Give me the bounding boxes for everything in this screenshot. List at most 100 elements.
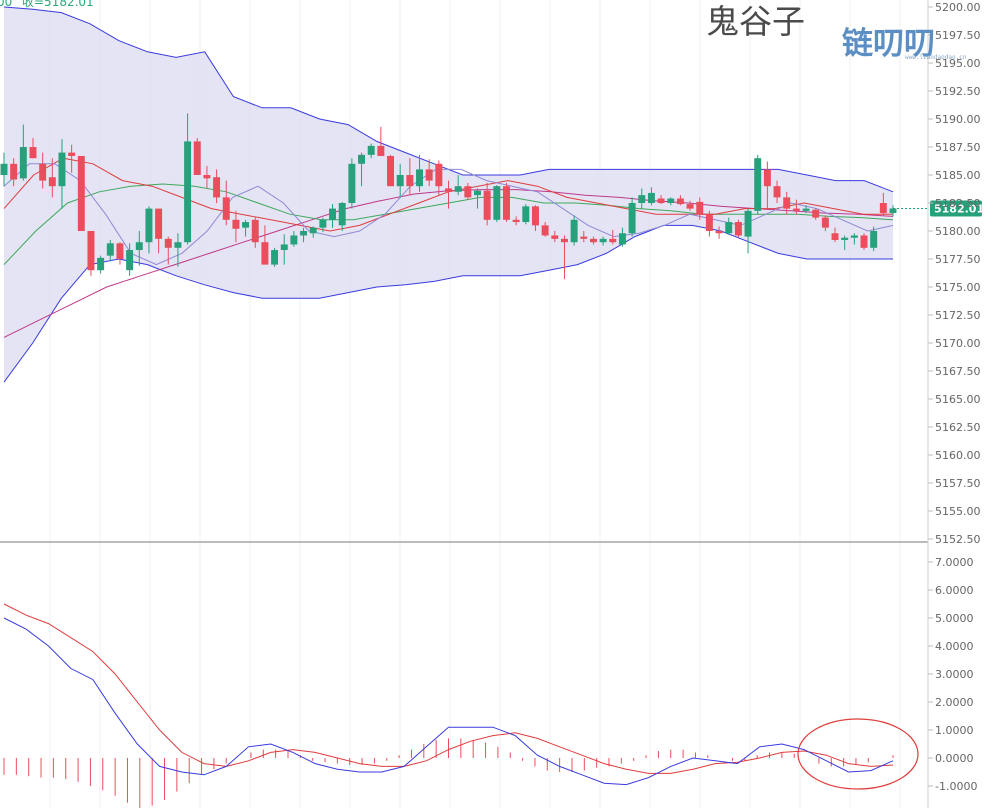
candle (889, 205, 897, 217)
candle (164, 236, 172, 265)
candle-body (464, 186, 472, 198)
candle (879, 192, 887, 216)
price-axis-tick-label: 5170.00 (935, 337, 981, 350)
candle-body (705, 214, 713, 231)
candle (97, 255, 105, 274)
candle (251, 217, 259, 248)
candle (773, 180, 781, 203)
candle-body (474, 190, 481, 196)
price-axis-tick-label: 5190.00 (935, 113, 981, 126)
candle (77, 155, 85, 231)
candle-body (126, 250, 134, 271)
last-price-marker: 5182.01 (893, 200, 984, 217)
candle (145, 206, 153, 254)
price-axis-tick-label: 5197.50 (935, 29, 981, 42)
candle-body (309, 227, 317, 234)
candle-body (870, 231, 878, 248)
candle (271, 247, 279, 267)
candle-body (280, 244, 288, 251)
candle-body (792, 208, 800, 211)
macd-axis-tick-label: 4.0000 (935, 640, 974, 653)
price-axis-tick-label: 5185.00 (935, 169, 981, 182)
candle (483, 182, 491, 226)
candle (474, 188, 481, 209)
price-axis-tick-label: 5200.00 (935, 1, 981, 14)
candle (39, 152, 47, 189)
price-axis-tick-label: 5187.50 (935, 141, 981, 154)
candle (638, 188, 646, 209)
candle-body (406, 175, 414, 187)
candle (222, 180, 230, 226)
price-axis-tick-label: 5182.50 (935, 197, 981, 210)
candle-body (10, 163, 18, 180)
candle (387, 154, 395, 187)
candle (19, 124, 27, 181)
candle-body (29, 147, 37, 159)
candle (560, 235, 568, 280)
candle (802, 205, 810, 214)
candle-body (251, 219, 259, 243)
candle (367, 143, 375, 159)
author-watermark: 鬼谷子 (706, 2, 805, 41)
candle-body (58, 152, 66, 187)
candle-body (676, 198, 684, 205)
candle (580, 231, 588, 243)
candle-body (77, 155, 85, 231)
candle-body (541, 225, 549, 236)
candle (261, 225, 269, 265)
candle-body (387, 155, 395, 187)
candle (68, 144, 76, 173)
header-fragment-left: 00 (0, 0, 12, 9)
candle (744, 208, 752, 254)
candle-body (19, 147, 27, 179)
candle-body (164, 238, 172, 248)
logo-text: 链叨叨 (842, 26, 935, 62)
candle-body (599, 238, 607, 243)
candle (696, 197, 704, 220)
candle-body (242, 222, 250, 228)
candle-body (116, 243, 124, 259)
candle-body (715, 231, 723, 234)
candle (358, 152, 366, 187)
candle (406, 158, 414, 196)
candle-body (589, 238, 597, 243)
candle-body (329, 208, 337, 220)
candle (715, 226, 723, 239)
candle-body (145, 208, 153, 243)
macd-axis-tick-label: 0.0000 (935, 752, 974, 765)
candle-body (609, 238, 617, 243)
candle-body (358, 154, 366, 164)
candle-body (638, 195, 646, 203)
candle (155, 208, 163, 254)
candle-body (580, 236, 588, 239)
price-axis-tick-label: 5167.50 (935, 365, 981, 378)
candle (686, 200, 694, 211)
candle-body (763, 169, 771, 187)
candle-body (483, 190, 491, 220)
candle-body (445, 188, 452, 192)
candle (116, 242, 124, 265)
candle-body (628, 203, 636, 234)
candle-body (39, 163, 47, 181)
candle-body (686, 204, 694, 209)
candle (493, 185, 501, 223)
candle (725, 217, 733, 235)
candle-body (48, 177, 56, 187)
candle (763, 161, 771, 209)
candle (203, 166, 211, 189)
candle-body (696, 201, 704, 215)
candle (522, 204, 530, 225)
candle (609, 229, 617, 245)
candle (792, 199, 800, 215)
candle-body (97, 257, 105, 271)
candle-body (725, 222, 733, 234)
candle (870, 226, 878, 252)
candle (290, 231, 298, 247)
candle-body (261, 242, 269, 265)
candle (319, 217, 327, 233)
candle-body (841, 237, 849, 240)
last-price-tag (930, 200, 982, 217)
candle (87, 231, 95, 276)
price-axis-tick-label: 5152.50 (935, 533, 981, 546)
candle (628, 197, 636, 237)
